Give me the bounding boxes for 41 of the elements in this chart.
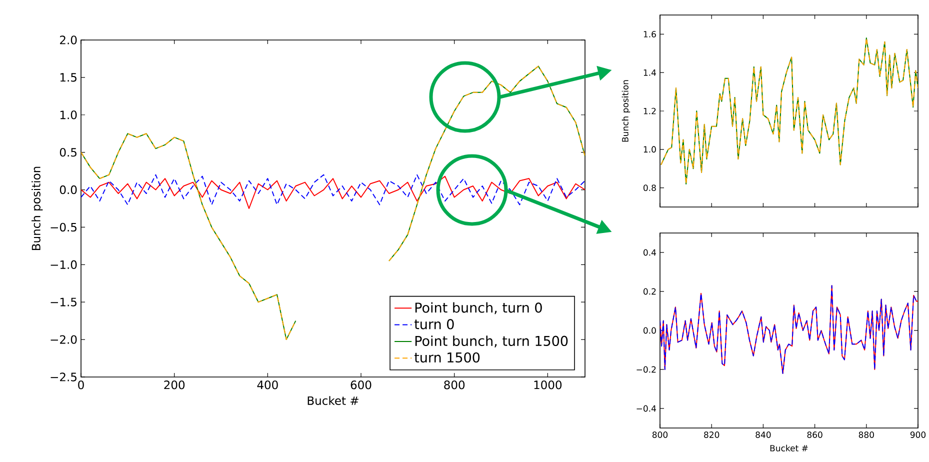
y-tick-label: −2.0 xyxy=(50,335,77,344)
y-tick-label: −2.5 xyxy=(50,372,76,382)
x-tick-label: 840 xyxy=(756,432,771,438)
y-tick-label: 1.0 xyxy=(60,110,77,120)
y-axis-title: Bunch position xyxy=(32,166,43,250)
y-tick-label: −1.0 xyxy=(50,260,77,269)
y-tick-label: 1.4 xyxy=(644,69,656,76)
y-tick-label: 1.0 xyxy=(644,146,656,153)
y-tick-label: 2.0 xyxy=(60,36,77,44)
legend-label: turn 1500 xyxy=(414,352,480,363)
x-tick-label: 860 xyxy=(807,432,822,438)
line-series xyxy=(660,38,918,184)
y-axis-title: Bunch position xyxy=(622,80,630,142)
x-tick-label: 600 xyxy=(350,380,372,390)
x-tick-label: 1000 xyxy=(534,380,562,390)
y-tick-label: 0.4 xyxy=(644,249,656,256)
x-axis-title: Bucket # xyxy=(308,396,358,405)
y-tick-label: 1.2 xyxy=(644,108,656,114)
legend-label: turn 0 xyxy=(414,319,454,330)
x-tick-label: 900 xyxy=(910,432,926,438)
y-tick-label: 1.5 xyxy=(60,73,76,82)
x-tick-label: 200 xyxy=(164,380,185,390)
y-tick-label: 0.2 xyxy=(644,288,656,295)
y-tick-label: 0.8 xyxy=(644,184,656,192)
x-axis-title: Bucket # xyxy=(770,444,808,452)
x-tick-label: 880 xyxy=(858,432,874,438)
x-tick-label: 0 xyxy=(78,380,84,390)
x-tick-label: 400 xyxy=(257,380,278,390)
legend-label: Point bunch, turn 0 xyxy=(415,302,542,314)
y-tick-label: −0.5 xyxy=(50,222,76,232)
y-tick-label: 0.0 xyxy=(644,327,656,334)
y-tick-label: −1.5 xyxy=(50,298,76,306)
y-tick-label: 0.0 xyxy=(60,185,77,194)
y-tick-label: −0.4 xyxy=(636,405,656,412)
legend-label: Point bunch, turn 1500 xyxy=(415,336,568,348)
y-tick-label: 0.5 xyxy=(60,148,76,157)
y-tick-label: −0.2 xyxy=(636,366,656,373)
x-tick-label: 800 xyxy=(444,380,465,390)
y-tick-label: 1.6 xyxy=(644,30,656,38)
x-tick-label: 820 xyxy=(704,432,720,438)
x-tick-label: 800 xyxy=(652,432,668,438)
